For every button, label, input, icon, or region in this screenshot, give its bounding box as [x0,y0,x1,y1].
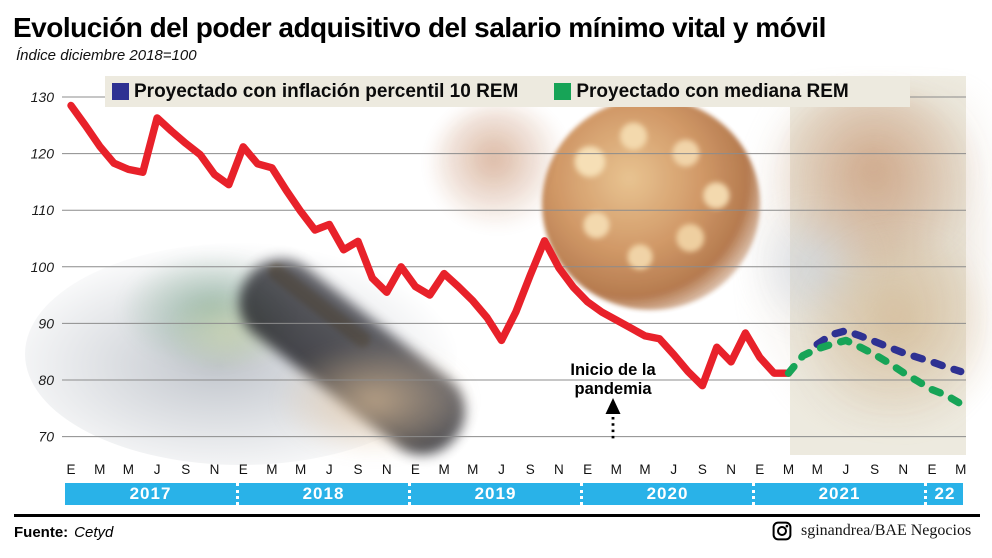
series-projection [784,336,965,408]
legend-item-percentil10: Proyectado con inflación percentil 10 RE… [112,81,518,103]
instagram-icon [772,521,792,541]
x-month-label: J [154,462,161,477]
y-tick-label: 90 [38,315,54,331]
legend-label: Proyectado con inflación percentil 10 RE… [134,80,519,102]
x-month-label: E [755,462,764,477]
y-tick-label: 120 [31,146,55,162]
page-title: Evolución del poder adquisitivo del sala… [13,12,826,43]
y-axis-labels: 130 120 110 100 90 80 70 [31,89,55,445]
x-month-label: J [326,462,333,477]
x-month-label: M [955,462,966,477]
x-month-label: N [210,462,220,477]
year-segment-2021: 2021 [752,483,924,505]
x-month-label: M [611,462,622,477]
year-segment-2019: 2019 [408,483,580,505]
source-label: Fuente: [14,524,69,541]
year-segment-2020: 2020 [580,483,752,505]
x-month-label: S [353,462,362,477]
x-month-label: J [498,462,505,477]
credit-text: sginandrea/BAE Negocios [801,522,972,539]
x-month-label: M [639,462,650,477]
legend: Proyectado con inflación percentil 10 RE… [105,76,910,107]
x-month-label: N [898,462,908,477]
x-month-label: M [812,462,823,477]
x-month-label: E [583,462,592,477]
arrow-up-icon [605,398,621,414]
series-projection [813,327,965,376]
y-tick-label: 110 [32,202,55,218]
x-month-label: N [726,462,736,477]
y-tick-label: 70 [38,429,54,445]
legend-label: Proyectado con mediana REM [576,80,849,102]
x-month-label: M [94,462,105,477]
x-month-label: M [783,462,794,477]
x-month-label: M [295,462,306,477]
y-tick-label: 80 [38,372,54,388]
x-month-label: M [266,462,277,477]
x-month-label: N [382,462,392,477]
year-segment-22: 22 [924,483,963,505]
annotation-line-2: pandemia [574,380,652,398]
footer-divider [14,514,980,517]
y-tick-label: 100 [31,259,55,275]
annotation-line-1: Inicio de la [570,361,656,379]
chart-subtitle: Índice diciembre 2018=100 [16,47,197,64]
x-month-label: S [181,462,190,477]
year-segment-2017: 2017 [65,483,236,505]
series-historical [67,101,793,390]
x-month-label: S [526,462,535,477]
x-month-label: M [123,462,134,477]
x-month-label: J [670,462,677,477]
x-month-label: S [870,462,879,477]
x-month-label: E [927,462,936,477]
credit: sginandrea/BAE Negocios [772,521,971,541]
gridlines [62,96,966,438]
green-swatch-icon [554,83,572,100]
x-month-label: S [698,462,707,477]
source-note: Fuente: Cetyd [14,524,113,541]
pandemic-annotation: Inicio de la pandemia [570,361,656,441]
x-month-label: E [66,462,75,477]
y-tick-label: 130 [31,89,55,105]
legend-item-mediana: Proyectado con mediana REM [554,80,849,103]
blue-swatch-icon [112,83,129,100]
x-month-label: E [411,462,420,477]
x-month-label: E [239,462,248,477]
source-value: Cetyd [74,524,114,541]
x-month-label: J [843,462,850,477]
x-month-label: M [467,462,478,477]
year-segment-2018: 2018 [236,483,408,505]
x-month-label: M [438,462,449,477]
series-lines [67,101,965,408]
x-month-label: N [554,462,564,477]
